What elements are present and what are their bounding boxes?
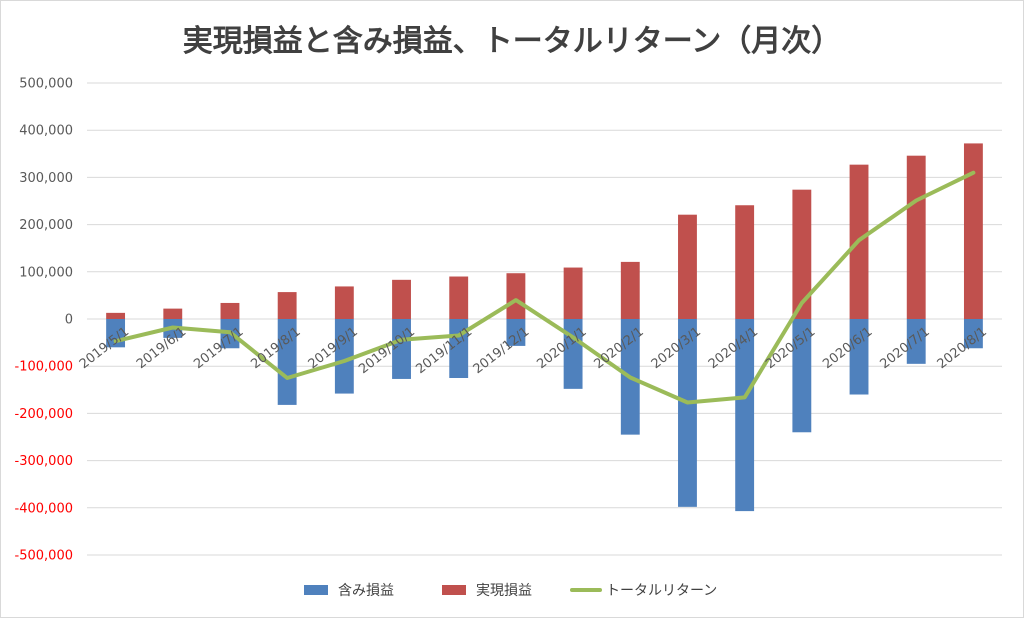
- total-return-polyline: [113, 170, 976, 405]
- y-tick-label: 300,000: [19, 171, 73, 186]
- realized-bar: [735, 205, 755, 319]
- x-tick-label: 2019/5/1: [77, 324, 132, 372]
- realized-bar: [449, 276, 469, 319]
- y-tick-label: -500,000: [15, 549, 73, 564]
- unrealized-bar: [906, 319, 926, 364]
- unrealized-bar: [849, 319, 869, 395]
- legend-swatch: [304, 585, 328, 595]
- unrealized-bar: [735, 319, 755, 512]
- realized-bar: [163, 308, 183, 319]
- unrealized-bar: [792, 319, 812, 433]
- realized-bar: [906, 155, 926, 319]
- y-tick-label: 100,000: [19, 265, 73, 280]
- realized-bar: [620, 261, 640, 319]
- legend-swatch: [442, 585, 466, 595]
- y-axis: 500,000 400,000 300,000 200,000 100,000 0 -100…: [15, 77, 73, 564]
- legend-label: 実現損益: [476, 583, 532, 599]
- unrealized-bar: [277, 319, 297, 405]
- y-tick-label: -300,000: [15, 454, 73, 469]
- y-tick-label: -100,000: [15, 360, 73, 375]
- y-tick-label: -400,000: [15, 501, 73, 516]
- x-tick-label: 2019/12/1: [471, 324, 533, 377]
- unrealized-bar: [506, 319, 526, 346]
- unrealized-bar: [392, 319, 411, 379]
- y-tick-label: 400,000: [19, 124, 73, 139]
- y-tick-label: 500,000: [19, 77, 73, 92]
- realized-bar: [506, 273, 526, 319]
- realized-bar: [792, 189, 812, 319]
- y-tick-label: -200,000: [15, 407, 73, 422]
- realized-bar: [392, 279, 411, 319]
- unrealized-bar: [678, 319, 697, 507]
- legend-label: トータルリターン: [606, 583, 717, 599]
- chart-title: 実現損益と含み損益、トータルリターン（月次）: [183, 24, 842, 59]
- legend: 含み損益 実現損益 トータルリターン: [304, 583, 717, 599]
- realized-bar: [563, 267, 583, 319]
- legend-label: 含み損益: [338, 583, 394, 599]
- total-return-line: [113, 170, 976, 405]
- realized-bar: [277, 292, 297, 319]
- y-tick-label: 200,000: [19, 218, 73, 233]
- realized-bar: [106, 312, 126, 319]
- realized-bar: [678, 214, 697, 319]
- realized-bar: [334, 286, 354, 319]
- unrealized-bar: [963, 319, 983, 349]
- unrealized-bar: [334, 319, 354, 394]
- y-tick-label: 0: [65, 313, 73, 328]
- realized-bar: [220, 302, 240, 319]
- realized-bar: [963, 143, 983, 319]
